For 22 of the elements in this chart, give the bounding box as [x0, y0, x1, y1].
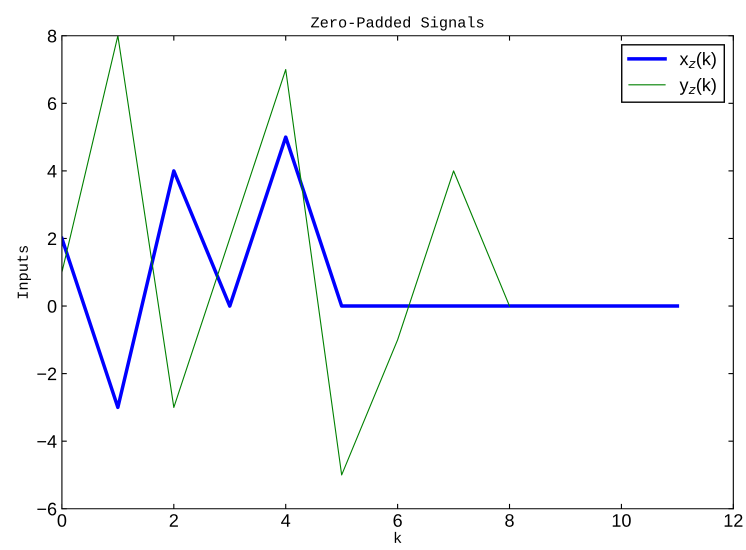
x-tick-label: 6	[394, 514, 402, 527]
x-tick-label: 12	[724, 514, 742, 527]
line-series	[62, 135, 680, 410]
x-tick-label: 0	[58, 514, 66, 527]
y-tick-label: 2	[48, 232, 56, 246]
y-tick-label: −4	[37, 435, 57, 448]
x-tick-label: 8	[505, 514, 514, 527]
chart-title: Zero-Padded Signals	[311, 16, 484, 31]
legend-label: y$_{z}$(k)	[680, 78, 716, 95]
y-tick-label: −6	[37, 502, 56, 516]
y-tick-label: 8	[48, 30, 56, 42]
y-tick-label: 6	[48, 97, 56, 110]
x-tick-label: 10	[612, 514, 631, 527]
line-series	[62, 36, 510, 476]
y-axis-title: Inputs	[18, 246, 31, 298]
x-axis-title: k	[394, 532, 402, 543]
x-tick-label: 2	[170, 514, 178, 527]
legend-label: x$_{z}$(k)	[680, 52, 716, 69]
x-tick-label: 4	[281, 514, 290, 527]
y-tick-label: 0	[48, 300, 56, 313]
y-tick-label: 4	[47, 165, 57, 178]
y-tick-label: −2	[37, 368, 56, 380]
